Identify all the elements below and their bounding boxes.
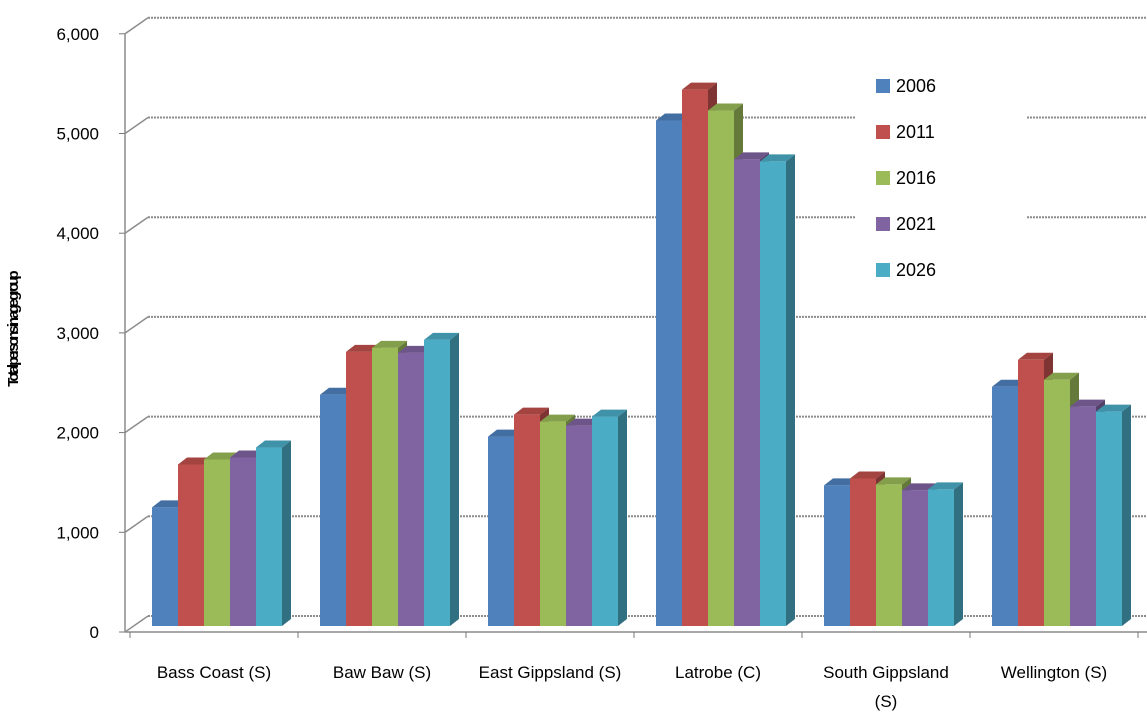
y-tick-label: 2,000 [56, 424, 99, 443]
bar-front [204, 459, 230, 626]
legend-label: 2026 [896, 260, 936, 280]
legend-label: 2006 [896, 76, 936, 96]
gridline-wall [124, 515, 149, 533]
bar-front [760, 161, 786, 626]
x-category-label: Baw Baw (S) [333, 663, 431, 682]
gridline-wall [124, 415, 149, 434]
bar-front [1096, 411, 1122, 626]
bar-top [424, 332, 459, 340]
bar-front [424, 339, 450, 626]
bar-side [786, 154, 795, 626]
bar-top [1044, 372, 1079, 380]
legend-swatch [876, 171, 890, 185]
bar-side [450, 332, 459, 626]
gridline-wall [124, 316, 149, 334]
bar-front [256, 447, 282, 626]
bar-front [708, 110, 734, 626]
y-tick-label: 4,000 [56, 224, 99, 243]
legend-swatch [876, 79, 890, 93]
bar-2026-2 [424, 332, 459, 626]
legend: 2006 2011 2016 2021 2026 [856, 60, 1026, 304]
bar-front [1018, 359, 1044, 626]
bar-side [282, 440, 291, 626]
bar-front [320, 394, 346, 626]
x-category-label: Wellington (S) [1001, 663, 1107, 682]
bar-front [540, 421, 566, 626]
legend-swatch [876, 263, 890, 277]
bar-front [682, 89, 708, 626]
y-tick-label: 0 [90, 623, 99, 642]
bar-top [1070, 399, 1105, 407]
y-tick-labels: 0 1,000 2,000 3,000 4,000 5,000 6,000 [56, 25, 99, 642]
bars [152, 82, 1131, 627]
bar-front [566, 425, 592, 626]
bar-front [398, 352, 424, 626]
bar-top [902, 483, 937, 491]
gridline-wall [124, 615, 149, 633]
bar-top [372, 340, 407, 348]
bar-front [992, 386, 1018, 626]
axes [119, 33, 1147, 638]
x-category-label: East Gippsland (S) [479, 663, 622, 682]
bar-front [928, 489, 954, 626]
bar-front [592, 416, 618, 626]
bar-2026-3 [592, 409, 627, 626]
bar-2026-6 [1096, 404, 1131, 626]
bar-front [230, 457, 256, 626]
bar-2026-4 [760, 154, 795, 626]
y-tick-label: 3,000 [56, 324, 99, 343]
bar-top [1018, 352, 1053, 360]
bar-top [760, 154, 795, 162]
bar-front [178, 464, 204, 626]
bar-front [902, 490, 928, 626]
bar-front [514, 414, 540, 626]
gridline-wall [124, 116, 149, 135]
x-category-label: South Gippsland (S) [823, 663, 949, 711]
bar-top [1096, 404, 1131, 412]
x-category-label: Bass Coast (S) [157, 663, 271, 682]
legend-swatch [876, 217, 890, 231]
bar-front [488, 436, 514, 626]
bar-front [1044, 379, 1070, 626]
bar-front [850, 478, 876, 626]
bar-side [954, 482, 963, 626]
bar-top [592, 409, 627, 417]
bar-top [540, 414, 575, 422]
bar-top [708, 103, 743, 111]
y-tick-label: 6,000 [56, 25, 99, 44]
bar-front [656, 120, 682, 627]
bar-front [1070, 406, 1096, 626]
legend-label: 2021 [896, 214, 936, 234]
legend-swatch [876, 125, 890, 139]
gridline-wall [124, 17, 149, 35]
bar-side [618, 409, 627, 626]
bar-front [734, 159, 760, 627]
bar-top [876, 477, 911, 485]
bar-top [256, 440, 291, 448]
bar-top [734, 152, 769, 160]
bar-top [514, 407, 549, 415]
bar-top [928, 482, 963, 490]
bar-2026-5 [928, 482, 963, 626]
y-tick-label: 1,000 [56, 523, 99, 542]
legend-label: 2016 [896, 168, 936, 188]
y-tick-label: 5,000 [56, 125, 99, 144]
bar-front [152, 507, 178, 626]
legend-label: 2011 [896, 122, 935, 142]
bar-front [824, 485, 850, 626]
bar-top [682, 82, 717, 90]
x-category-labels: Bass Coast (S) Baw Baw (S) East Gippsland … [157, 663, 1107, 711]
y-axis-label: Total persons in age group [5, 270, 22, 386]
bar-top [850, 471, 885, 479]
bar-front [372, 347, 398, 626]
bar-side [1122, 404, 1131, 626]
bar-front [876, 484, 902, 626]
x-category-label: Latrobe (C) [675, 663, 761, 682]
bar-2026-1 [256, 440, 291, 626]
bar-front [346, 351, 372, 626]
gridline-wall [124, 216, 149, 234]
